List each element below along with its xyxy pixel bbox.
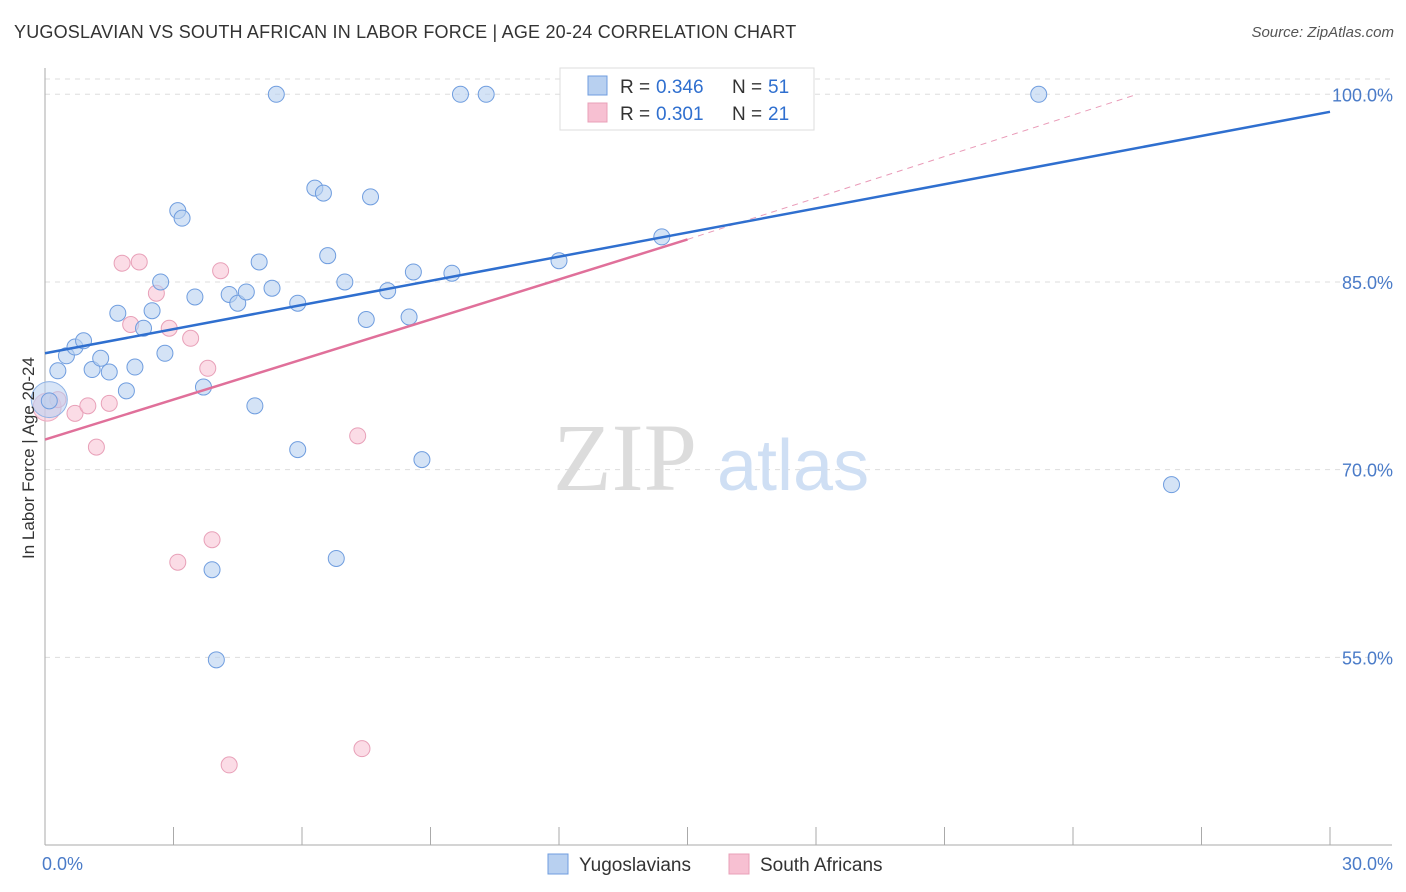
yugoslavians-point xyxy=(289,294,307,312)
grid-lines xyxy=(45,78,1392,658)
watermark-atlas: atlas xyxy=(717,426,869,506)
y-axis-label: In Labor Force | Age 20-24 xyxy=(19,357,38,559)
axes xyxy=(44,68,1392,846)
south-africans-point xyxy=(100,394,118,412)
yugoslavians-point xyxy=(289,441,307,459)
yugoslavians-points xyxy=(30,85,1181,669)
yugoslavians-point xyxy=(1030,85,1048,103)
yugoslavians-point xyxy=(143,302,161,320)
yugoslavians-point xyxy=(319,247,337,265)
legend-n-label-2: N = xyxy=(732,104,762,125)
yugoslavians-point xyxy=(246,397,264,415)
source-note: Source: ZipAtlas.com xyxy=(1251,24,1394,41)
south-africans-point xyxy=(169,553,187,571)
legend-n-value-2: 21 xyxy=(768,104,789,125)
south-africans-point xyxy=(182,329,200,347)
legend-r-value-2: 0.301 xyxy=(656,104,704,125)
y-tick-label: 100.0% xyxy=(1332,85,1393,105)
yugoslavians-point xyxy=(267,85,285,103)
yugoslavians-point xyxy=(327,549,345,567)
south-africans-point xyxy=(130,253,148,271)
yugoslavians-point xyxy=(336,273,354,291)
trend-lines xyxy=(44,93,1331,441)
y-tick-label: 85.0% xyxy=(1342,273,1393,293)
yugoslavians-point xyxy=(207,651,225,669)
yugoslavians-point xyxy=(49,362,67,380)
yugoslavians-point xyxy=(357,310,375,328)
legend-n-label-1: N = xyxy=(732,77,762,98)
south-africans-point xyxy=(212,262,230,280)
series-legend-south-africans: South Africans xyxy=(760,855,883,876)
yugoslavians-point xyxy=(400,308,418,326)
chart-title: YUGOSLAVIAN VS SOUTH AFRICAN IN LABOR FO… xyxy=(14,22,797,42)
y-tick-label: 55.0% xyxy=(1342,648,1393,668)
x-tick-label-max: 30.0% xyxy=(1342,854,1393,874)
south-africans-point xyxy=(199,359,217,377)
yugoslavians-point xyxy=(126,358,144,376)
yugoslavians-point xyxy=(40,392,58,410)
yugoslavians-point xyxy=(135,319,153,337)
series-legend-swatch-yugoslavians xyxy=(547,853,569,875)
yugoslavians-point xyxy=(186,288,204,306)
yugoslavians-point xyxy=(156,344,174,362)
stats-legend: R = 0.346 N = 51 R = 0.301 N = 21 xyxy=(559,67,815,131)
south-africans-trend-extension xyxy=(687,93,1138,240)
yugoslavians-point xyxy=(250,253,268,271)
legend-swatch-pink xyxy=(587,102,608,123)
south-africans-point xyxy=(87,438,105,456)
legend-r-value-1: 0.346 xyxy=(656,77,704,98)
series-legend-swatch-south-africans xyxy=(728,853,750,875)
south-africans-point xyxy=(349,427,367,445)
south-africans-point xyxy=(353,740,371,758)
yugoslavians-point xyxy=(413,451,431,469)
yugoslavians-point xyxy=(100,363,118,381)
yugoslavians-point xyxy=(92,349,110,367)
yugoslavians-point xyxy=(404,263,422,281)
yugoslavians-point xyxy=(152,273,170,291)
yugoslavians-point xyxy=(173,209,191,227)
yugoslavians-point xyxy=(314,184,332,202)
yugoslavians-point xyxy=(237,283,255,301)
tick-labels: 55.0% 70.0% 85.0% 100.0% 0.0% 30.0% xyxy=(42,85,1393,874)
watermark: ZIP atlas xyxy=(553,404,869,511)
legend-n-value-1: 51 xyxy=(768,77,789,98)
yugoslavians-point xyxy=(203,561,221,579)
south-africans-point xyxy=(113,254,131,272)
yugoslavians-point xyxy=(109,304,127,322)
watermark-zip: ZIP xyxy=(553,404,697,511)
legend-swatch-blue xyxy=(587,75,608,96)
series-legend: Yugoslavians South Africans xyxy=(547,853,883,876)
yugoslavians-point xyxy=(83,361,101,379)
legend-r-label-1: R = xyxy=(620,77,650,98)
south-africans-point xyxy=(79,397,97,415)
x-tick-label-min: 0.0% xyxy=(42,854,83,874)
legend-r-label-2: R = xyxy=(620,104,650,125)
yugoslavians-trend-line xyxy=(44,110,1331,355)
yugoslavians-point xyxy=(229,294,247,312)
yugoslavians-point xyxy=(263,279,281,297)
yugoslavians-point xyxy=(117,382,135,400)
south-africans-point xyxy=(220,756,238,774)
south-africans-trend-line xyxy=(44,238,688,441)
south-africans-point xyxy=(66,404,84,422)
yugoslavians-point xyxy=(1163,476,1181,494)
yugoslavians-point xyxy=(477,85,495,103)
series-legend-yugoslavians: Yugoslavians xyxy=(579,855,691,876)
south-africans-point xyxy=(203,531,221,549)
y-tick-label: 70.0% xyxy=(1342,461,1393,481)
yugoslavians-point xyxy=(362,188,380,206)
yugoslavians-point xyxy=(451,85,469,103)
